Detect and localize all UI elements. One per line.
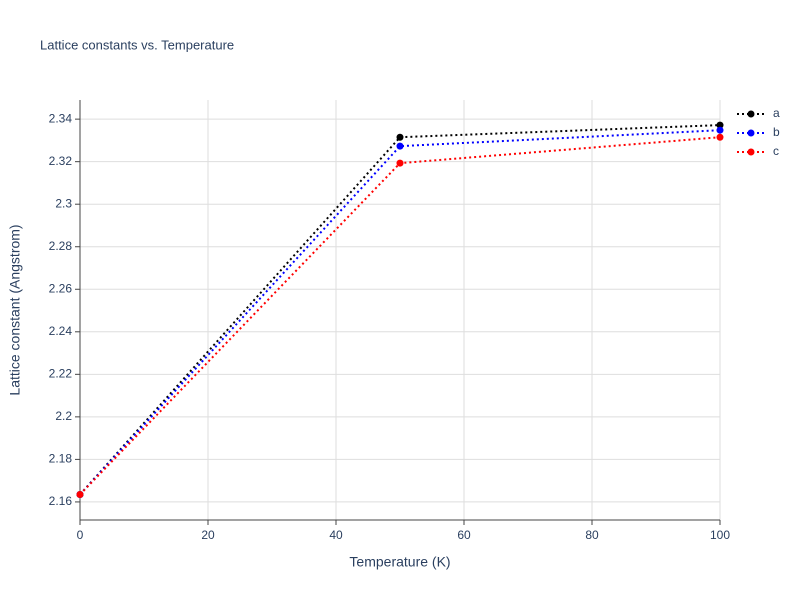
x-axis-title: Temperature (K): [349, 554, 450, 570]
y-tick-label: 2.24: [49, 324, 73, 338]
x-tick-label: 80: [585, 528, 599, 542]
x-tick-label: 0: [77, 528, 84, 542]
legend-label: c: [773, 144, 779, 158]
marker: [76, 490, 84, 498]
y-tick-label: 2.28: [49, 239, 73, 253]
marker: [396, 159, 404, 167]
y-tick-label: 2.2: [55, 409, 72, 423]
marker: [716, 126, 724, 134]
x-tick-label: 40: [329, 528, 343, 542]
marker: [396, 133, 404, 141]
x-tick-label: 20: [201, 528, 215, 542]
y-tick-label: 2.3: [55, 196, 72, 210]
legend-label: a: [773, 106, 780, 120]
marker: [396, 142, 404, 150]
y-tick-label: 2.26: [49, 281, 73, 295]
y-tick-label: 2.18: [49, 452, 73, 466]
chart-title: Lattice constants vs. Temperature: [40, 37, 234, 52]
legend-marker: [747, 129, 755, 137]
y-tick-label: 2.34: [49, 111, 73, 125]
legend-label: b: [773, 125, 780, 139]
x-tick-label: 60: [457, 528, 471, 542]
series-line: [79, 129, 721, 496]
marker: [716, 121, 724, 129]
y-axis-title: Lattice constant (Angstrom): [7, 224, 23, 395]
legend-marker: [747, 110, 755, 118]
x-tick-label: 100: [710, 528, 730, 542]
y-tick-label: 2.16: [49, 494, 73, 508]
y-tick-label: 2.22: [49, 367, 73, 381]
legend-marker: [747, 148, 755, 156]
y-tick-label: 2.32: [49, 154, 73, 168]
marker: [716, 133, 724, 141]
